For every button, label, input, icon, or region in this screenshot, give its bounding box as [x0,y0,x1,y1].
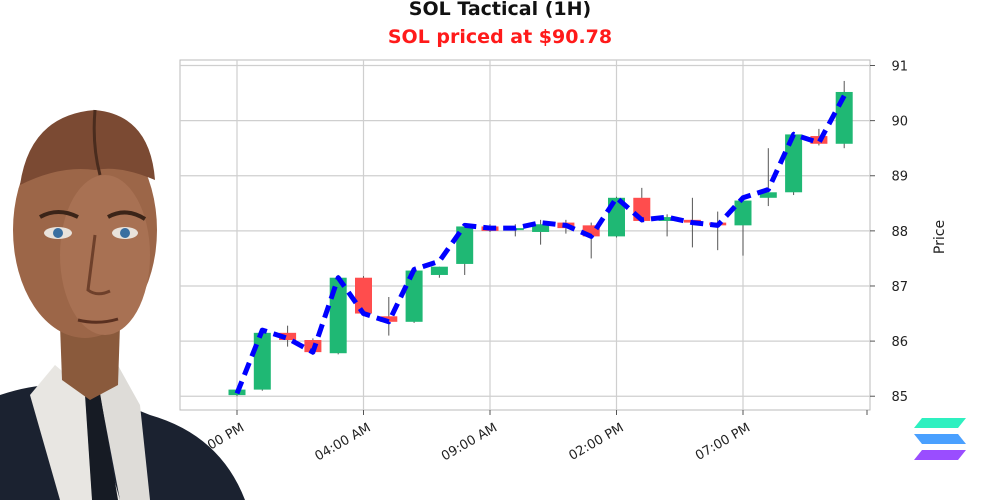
candle-up [759,192,777,198]
candle-down [582,225,600,237]
y-axis-label: Price [932,220,948,254]
x-tick-label: 02:00 PM [566,420,626,463]
grid-lines [180,60,870,410]
candle-up [405,270,423,322]
candle-down [355,277,372,314]
trend-line [234,94,847,395]
x-tick-label: 04:00 AM [313,420,374,464]
candle-down [380,316,398,322]
chart-title: SOL Tactical (1H) [408,0,592,20]
candle-up [785,134,803,193]
y-tick-label: 90 [891,115,908,130]
candle-up [658,217,676,221]
y-tick-label: 91 [891,60,908,75]
solana-logo-icon [914,418,966,460]
candle-down [279,332,297,340]
candle-up [253,332,271,390]
candle-up [456,226,474,264]
y-tick-label: 88 [891,225,908,240]
y-tick-label: 85 [891,390,908,405]
y-tick-label: 87 [891,280,908,295]
y-tick-label: 86 [891,335,908,350]
y-tick-label: 89 [891,170,908,185]
trend-line-layer [234,94,847,395]
x-tick-label: 07:00 PM [693,420,753,463]
candle-up [532,224,550,232]
candles [228,80,853,397]
x-tick-label: 09:00 AM [439,420,500,464]
candle-up [734,200,752,226]
suited-android-man-illustration [0,109,245,500]
candle-up [430,266,448,275]
price-subtitle: SOL priced at $90.78 [387,26,613,48]
plot-area [179,59,871,411]
